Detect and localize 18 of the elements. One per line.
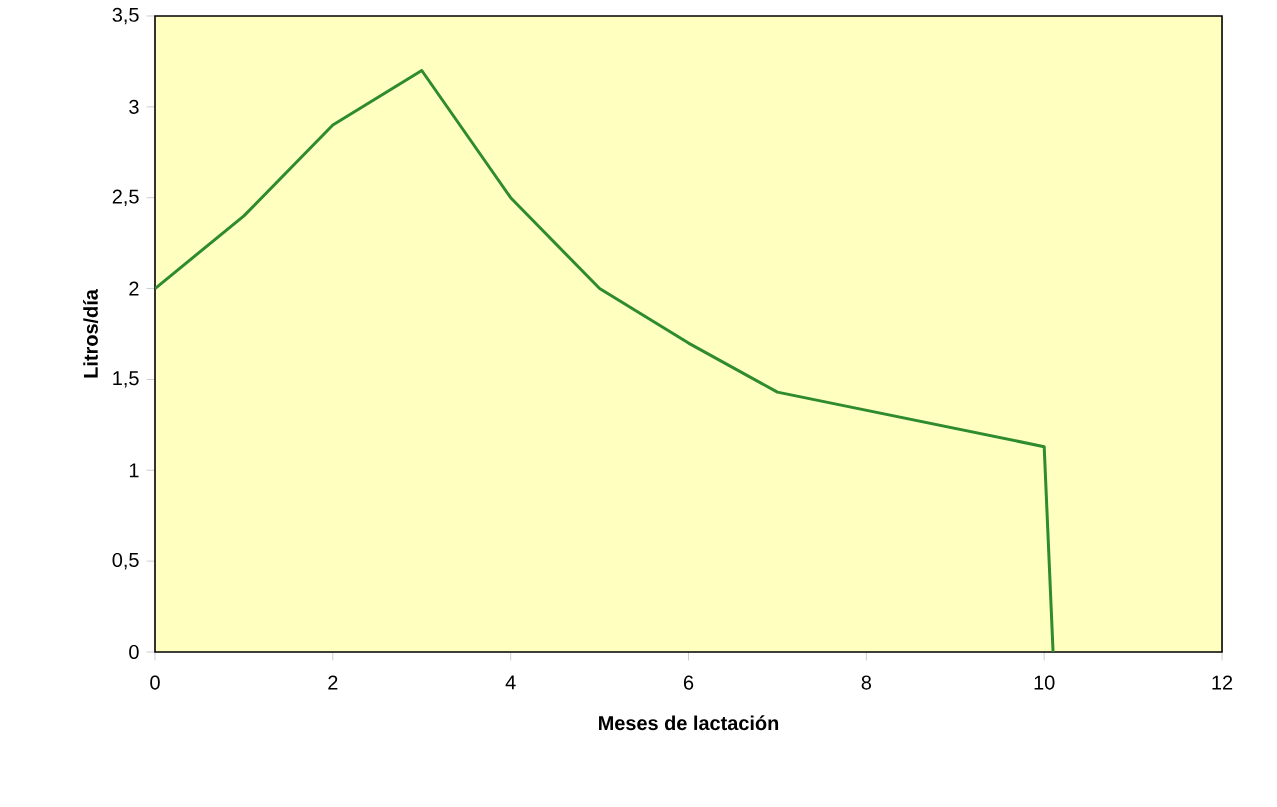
- x-tick-label: 8: [861, 675, 872, 690]
- y-tick-label: 1: [129, 463, 139, 478]
- x-axis-title: Meses de lactación: [599, 715, 779, 731]
- y-tick-label: 0,5: [112, 552, 139, 570]
- y-tick-label: 0: [129, 644, 139, 660]
- x-tick-label: 0: [150, 675, 160, 690]
- y-tick-label: 3,5: [112, 7, 139, 25]
- x-tick-label: 2: [328, 675, 338, 690]
- x-tick-label: 6: [683, 675, 694, 690]
- y-tick-label: 2: [129, 281, 139, 296]
- x-tick-label: 4: [505, 675, 516, 690]
- y-tick-label: 3: [129, 99, 139, 114]
- y-tick-label: 1,5: [113, 371, 139, 388]
- y-tick-label: 2,5: [112, 189, 139, 206]
- y-axis-title: Litros/día: [83, 289, 99, 378]
- x-tick-label: 10: [1034, 675, 1055, 690]
- x-tick-label: 12: [1212, 675, 1233, 690]
- line-series: [155, 69, 1055, 652]
